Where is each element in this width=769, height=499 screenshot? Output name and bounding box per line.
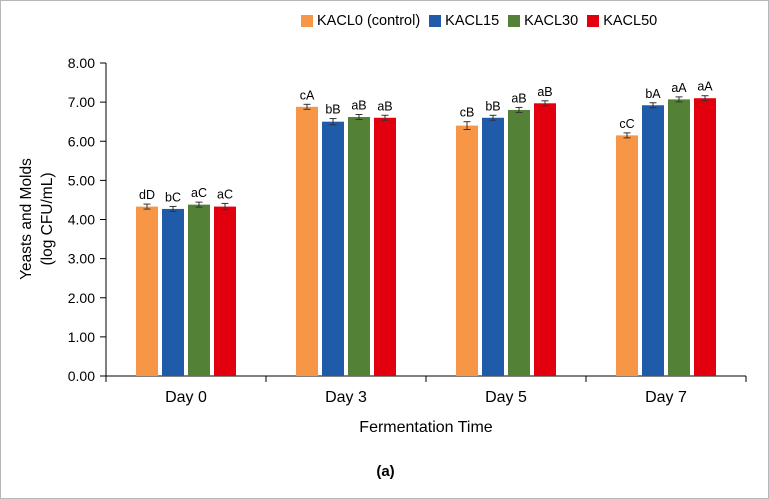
legend-label: KACL0 (control) [317, 13, 421, 29]
bar-significance-label: aC [191, 186, 207, 200]
x-tick-label: Day 7 [645, 389, 687, 406]
legend-item: KACL30 [508, 13, 578, 29]
x-tick-label: Day 0 [165, 389, 207, 406]
y-tick-label: 0.00 [68, 368, 95, 384]
bar [214, 206, 236, 376]
y-tick-label: 6.00 [68, 133, 95, 149]
legend-label: KACL30 [524, 13, 579, 29]
bar [456, 125, 478, 376]
bar [616, 135, 638, 376]
bar-significance-label: aA [697, 80, 713, 94]
legend-swatch-icon [587, 15, 600, 27]
bar-significance-label: bA [645, 87, 661, 101]
legend-item: KACL15 [429, 13, 499, 29]
bar [534, 103, 556, 376]
y-tick-label: 8.00 [68, 55, 95, 71]
bar-significance-label: dD [139, 188, 155, 202]
legend-swatch-icon [508, 15, 521, 27]
legend: KACL0 (control) KACL15 KACL30 KACL50 [301, 13, 657, 29]
bar-significance-label: aB [537, 85, 552, 99]
bar [348, 116, 370, 377]
legend-label: KACL50 [603, 13, 658, 29]
figure-caption: (a) [376, 463, 395, 480]
bar [508, 109, 530, 376]
bar [296, 106, 318, 376]
bar [482, 117, 504, 377]
x-tick-label: Day 5 [485, 389, 527, 406]
y-tick-label: 5.00 [68, 172, 95, 188]
x-tick-label: Day 3 [325, 389, 367, 406]
bar [642, 105, 664, 376]
bar-significance-label: cA [300, 88, 315, 102]
bar-significance-label: aA [671, 81, 687, 95]
y-tick-label: 4.00 [68, 212, 95, 228]
legend-item: KACL50 [587, 13, 657, 29]
bar-significance-label: cB [460, 106, 475, 120]
bar-significance-label: aB [511, 91, 526, 105]
y-tick-label: 1.00 [68, 329, 95, 345]
legend-label: KACL15 [445, 13, 500, 29]
bar [322, 121, 344, 376]
y-tick-label: 2.00 [68, 290, 95, 306]
legend-swatch-icon [429, 15, 442, 27]
bar-significance-label: bB [485, 99, 500, 113]
bar [694, 98, 716, 377]
legend-item: KACL0 (control) [301, 13, 420, 29]
bar-significance-label: bB [325, 103, 340, 117]
y-tick-label: 3.00 [68, 251, 95, 267]
bar-significance-label: cC [619, 117, 634, 131]
legend-swatch-icon [301, 15, 313, 27]
y-tick-label: 7.00 [68, 94, 95, 110]
bar [374, 117, 396, 377]
bar-significance-label: aB [377, 99, 392, 113]
bar-significance-label: aC [217, 187, 233, 201]
bar [162, 208, 184, 376]
bar-significance-label: bC [165, 190, 181, 204]
bar-significance-label: aB [351, 98, 366, 112]
bar [136, 206, 158, 376]
x-axis-label: Fermentation Time [359, 419, 493, 436]
bar [188, 204, 210, 376]
bar [668, 99, 690, 376]
